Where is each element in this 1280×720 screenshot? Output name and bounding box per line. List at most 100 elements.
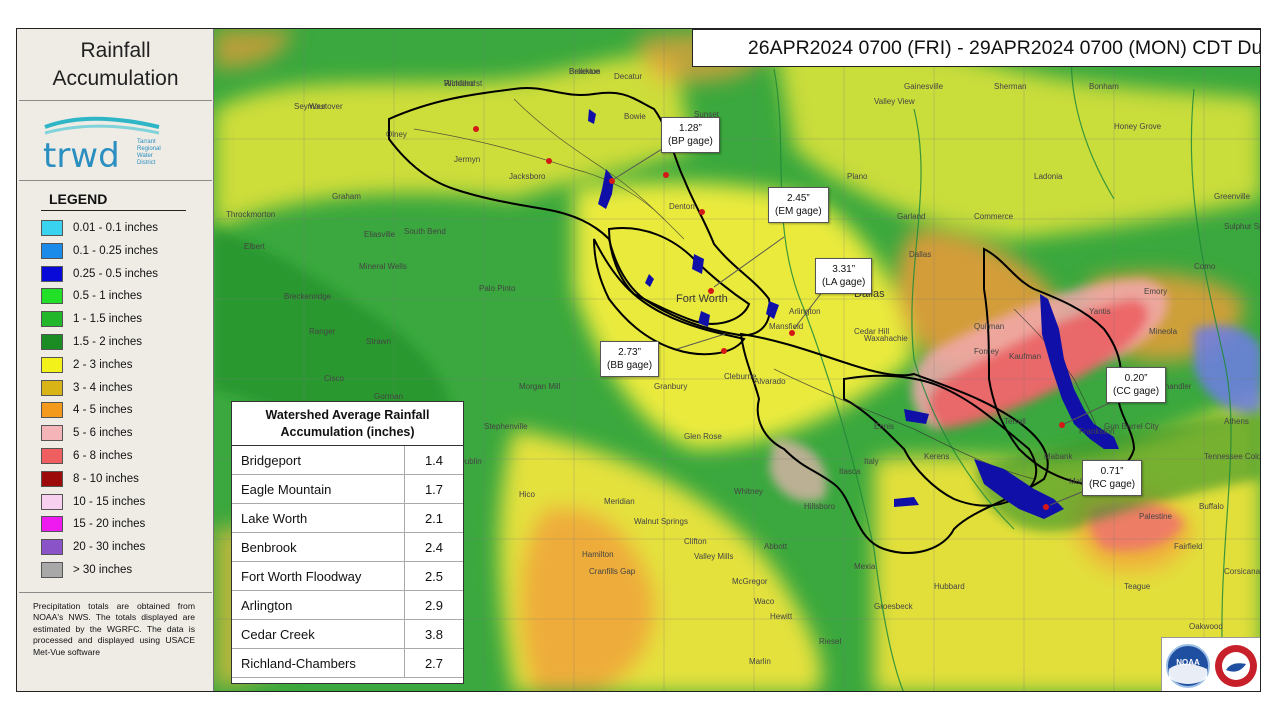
place-label: Hico [519,490,536,499]
place-label: Groesbeck [874,602,914,611]
place-label: Jacksboro [509,172,546,181]
legend-swatch [41,562,63,578]
legend-label: 0.01 - 0.1 inches [73,222,159,234]
sidebar-title-line2: Accumulation [52,67,179,90]
place-label: Graham [332,192,361,201]
place-label: Emory [1144,287,1167,296]
place-label: Waco [754,597,775,606]
gage-value: 1.28” [679,123,702,134]
legend-swatch [41,539,63,556]
place-label: Meridian [604,497,635,506]
table-title-line2: Accumulation (inches) [280,424,415,439]
place-label: Gorman [374,392,403,401]
place-label: Dallas [909,250,931,259]
legend-label: 8 - 10 inches [73,472,139,485]
data-source-note: Precipitation totals are obtained from N… [33,601,195,657]
legend-label: 20 - 30 inches [73,541,146,554]
place-label: Plano [847,172,868,181]
legend-label: 6 - 8 inches [73,450,133,462]
legend-item: 6 - 8 inches [41,445,132,467]
watershed-value: 2.5 [424,568,444,584]
gage-value: 2.45” [786,193,810,204]
legend-item: 10 - 15 inches [41,491,145,513]
place-label: Stephenville [484,422,528,431]
legend-item: 2 - 3 inches [41,354,132,376]
legend-label: 1 - 1.5 inches [73,313,143,326]
place-label: Marlin [749,657,771,666]
table-row: Cedar Creek 3.8 [232,620,463,649]
gage-callout-bb: 2.73” (BB gage) [600,341,660,377]
watershed-name: Bridgeport [232,446,405,474]
legend-label: 1.5 - 2 inches [73,336,143,348]
legend-swatch [41,242,63,259]
watershed-value: 2.4 [424,539,444,555]
place-label: Ranger [309,327,336,336]
watershed-value: 3.8 [424,626,444,642]
table-row: Richland-Chambers 2.7 [232,649,463,678]
logo-subtext-2: Regional [137,146,161,152]
place-label: Garland [897,212,925,221]
place-label: Seymour [294,102,326,111]
legend-label: 0.1 - 0.25 inches [73,244,159,257]
place-label: Kaufman [1009,352,1041,361]
place-label: Cranfills Gap [589,567,636,576]
legend-item: 0.01 - 0.1 inches [41,217,158,239]
legend-label: 3 - 4 inches [73,381,133,394]
legend-item: 0.1 - 0.25 inches [41,240,158,262]
reservoirs [588,109,1119,519]
place-label: Strawn [366,337,391,346]
gage-callout-rc: 0.71” (RC gage) [1082,460,1143,496]
logo-subtext-4: District [137,160,156,166]
place-label: Honey Grove [1114,122,1162,131]
gage-name: (CC gage) [1113,386,1160,397]
legend-title: LEGEND [49,191,108,207]
place-label: Ladonia [1034,172,1063,181]
place-label: Olney [386,130,407,139]
legend-label: 10 - 15 inches [73,495,146,508]
table-row: Lake Worth 2.1 [232,504,463,533]
legend-swatch [41,220,63,236]
table-title-line1: Watershed Average Rainfall [265,407,430,422]
table-row: Bridgeport 1.4 [232,446,463,475]
table-row: Fort Worth Floodway 2.5 [232,562,463,591]
place-label: Bellevue [569,67,600,76]
watershed-name: Fort Worth Floodway [232,562,405,590]
legend-label: 15 - 20 inches [73,518,146,531]
legend-label: 0.25 - 0.5 inches [73,267,159,280]
place-label: Teague [1124,582,1151,591]
table-title: Watershed Average Rainfall Accumulation … [232,402,463,446]
place-label: South Bend [404,227,446,236]
place-label: Italy [864,457,879,466]
divider [19,100,212,101]
place-label: Denton [669,202,695,211]
place-label: Chandler [1159,382,1192,391]
watershed-value: 2.9 [424,597,444,613]
legend-item: 15 - 20 inches [41,513,145,535]
table-row: Eagle Mountain 1.7 [232,475,463,504]
gage-name: (LA gage) [822,277,866,288]
sidebar: Rainfall Accumulation trwd Tarrant Regio… [17,29,214,691]
legend-item: 4 - 5 inches [41,399,132,421]
gage-callout-cc: 0.20” (CC gage) [1106,367,1167,403]
legend-swatch [41,470,63,487]
place-label: Richland [444,79,475,88]
sidebar-title-line1: Rainfall [80,39,151,62]
county-lines [214,29,1260,691]
place-label: Riesel [819,637,841,646]
place-label: Mineola [1149,327,1178,336]
place-label: Cedar Hill [854,327,889,336]
legend-swatch [41,288,63,305]
legend-item: 8 - 10 inches [41,468,139,490]
place-label: Forney [974,347,999,356]
legend-swatch [41,311,63,328]
place-label: Palo Pinto [479,284,516,293]
logo-subtext-1: Tarrant [137,139,156,145]
divider [19,180,212,181]
place-label: Throckmorton [226,210,275,219]
place-label: Hamilton [582,550,614,559]
place-label: Granbury [654,382,687,391]
place-label: Commerce [974,212,1014,221]
place-label: Fairfield [1174,542,1202,551]
